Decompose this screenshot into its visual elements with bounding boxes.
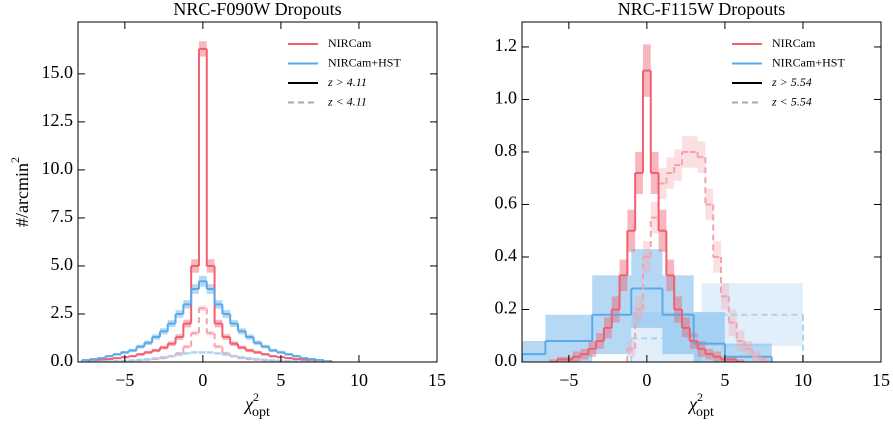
x-axis-label: χ2 opt (687, 390, 714, 420)
x-label-sub: opt (696, 405, 714, 420)
legend-label: NIRCam (772, 36, 816, 50)
x-tick-label: 10 (794, 370, 812, 390)
y-tick-label: 0.8 (495, 140, 518, 160)
legend-label: z > 5.54 (771, 75, 812, 89)
y-tick-label: 15.0 (42, 62, 74, 82)
x-tick-label: 0 (642, 370, 651, 390)
y-axis-label: #/arcmin2 (8, 157, 32, 227)
y-tick-label: 1.2 (495, 35, 518, 55)
axes-frame (521, 21, 882, 363)
legend-label: NIRCam (328, 36, 372, 50)
legend-label: z > 4.11 (327, 75, 367, 89)
legend-label: NIRCam+HST (328, 55, 401, 69)
y-tick-label: 0.2 (495, 298, 518, 318)
error-band (736, 359, 745, 362)
x-tick-label: 10 (350, 370, 368, 390)
y-tick-label: 7.5 (51, 206, 74, 226)
x-tick-label: 5 (276, 370, 285, 390)
x-tick-label: 5 (720, 370, 729, 390)
legend-label: z < 5.54 (771, 94, 812, 108)
y-tick-label: 0.0 (495, 350, 518, 370)
chart-title: NRC-F115W Dropouts (618, 0, 786, 19)
x-label-sup: 2 (697, 390, 703, 404)
x-label-sub: opt (252, 405, 270, 420)
x-tick-label: 15 (428, 370, 446, 390)
y-tick-label: 0.0 (51, 350, 74, 370)
legend-label: z < 4.11 (327, 94, 367, 108)
x-axis-label: χ2 opt (243, 390, 270, 420)
y-tick-label: 10.0 (42, 158, 74, 178)
x-tick-label: 15 (872, 370, 890, 390)
y-label-sup: 2 (8, 157, 22, 163)
y-tick-label: 0.4 (495, 245, 518, 265)
y-tick-label: 2.5 (51, 302, 74, 322)
y-tick-label: 0.6 (495, 193, 518, 213)
plot-area (80, 41, 333, 362)
plot-area (522, 44, 804, 362)
error-band (549, 359, 558, 362)
chart-title: NRC-F090W Dropouts (173, 0, 341, 19)
x-tick-label: −5 (115, 370, 134, 390)
y-tick-label: 1.0 (495, 88, 518, 108)
x-label-base: χ (243, 394, 254, 414)
y-tick-label: 12.5 (42, 110, 74, 130)
error-band (522, 340, 546, 362)
axes-frame (77, 21, 438, 363)
y-tick-label: 5.0 (51, 254, 74, 274)
x-tick-label: −5 (559, 370, 578, 390)
x-label-sup: 2 (253, 390, 259, 404)
x-label-base: χ (687, 394, 698, 414)
y-label-base: #/arcmin (12, 163, 32, 227)
x-tick-label: 0 (198, 370, 207, 390)
legend-label: NIRCam+HST (772, 55, 845, 69)
